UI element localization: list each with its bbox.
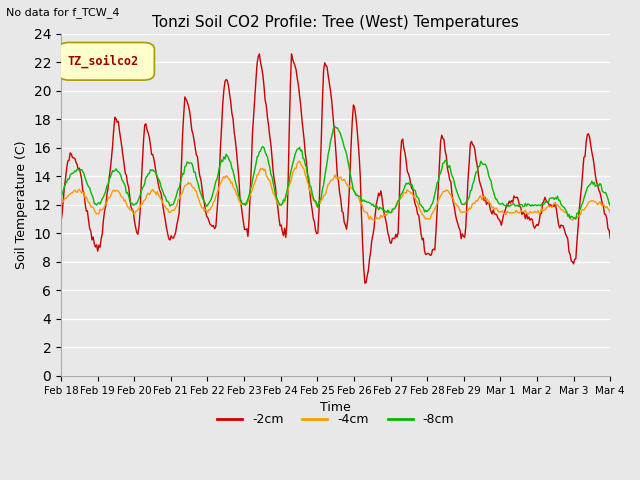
Line: -8cm: -8cm	[61, 126, 611, 219]
-8cm	[330, 123, 338, 129]
-8cm	[572, 216, 580, 222]
-4cm	[289, 170, 296, 176]
-4cm	[228, 179, 236, 185]
-2cm	[463, 199, 471, 204]
Y-axis label: Soil Temperature (C): Soil Temperature (C)	[15, 141, 28, 269]
Line: -4cm: -4cm	[61, 161, 611, 220]
-8cm	[57, 194, 65, 200]
FancyBboxPatch shape	[58, 43, 154, 80]
X-axis label: Time: Time	[320, 401, 351, 414]
-8cm	[392, 204, 399, 209]
-2cm	[367, 250, 374, 255]
-2cm	[607, 236, 614, 241]
-4cm	[370, 217, 378, 223]
-8cm	[462, 199, 470, 205]
-4cm	[365, 216, 373, 222]
Legend: -2cm, -4cm, -8cm: -2cm, -4cm, -8cm	[212, 408, 460, 431]
-4cm	[57, 201, 65, 206]
Line: -2cm: -2cm	[61, 54, 611, 283]
-2cm	[57, 220, 65, 226]
-8cm	[607, 203, 614, 209]
-2cm	[361, 280, 369, 286]
-2cm	[558, 223, 566, 228]
Text: No data for f_TCW_4: No data for f_TCW_4	[6, 7, 120, 18]
-8cm	[365, 200, 373, 205]
-2cm	[287, 51, 295, 57]
-4cm	[393, 202, 401, 207]
-2cm	[393, 234, 401, 240]
Text: TZ_soilco2: TZ_soilco2	[68, 55, 139, 68]
Title: Tonzi Soil CO2 Profile: Tree (West) Temperatures: Tonzi Soil CO2 Profile: Tree (West) Temp…	[152, 15, 519, 30]
-4cm	[607, 210, 614, 216]
-4cm	[558, 207, 566, 213]
-4cm	[296, 158, 303, 164]
-8cm	[228, 165, 236, 171]
-2cm	[228, 110, 236, 116]
-4cm	[463, 209, 471, 215]
-8cm	[289, 161, 296, 167]
-2cm	[290, 60, 298, 65]
-8cm	[557, 202, 564, 207]
